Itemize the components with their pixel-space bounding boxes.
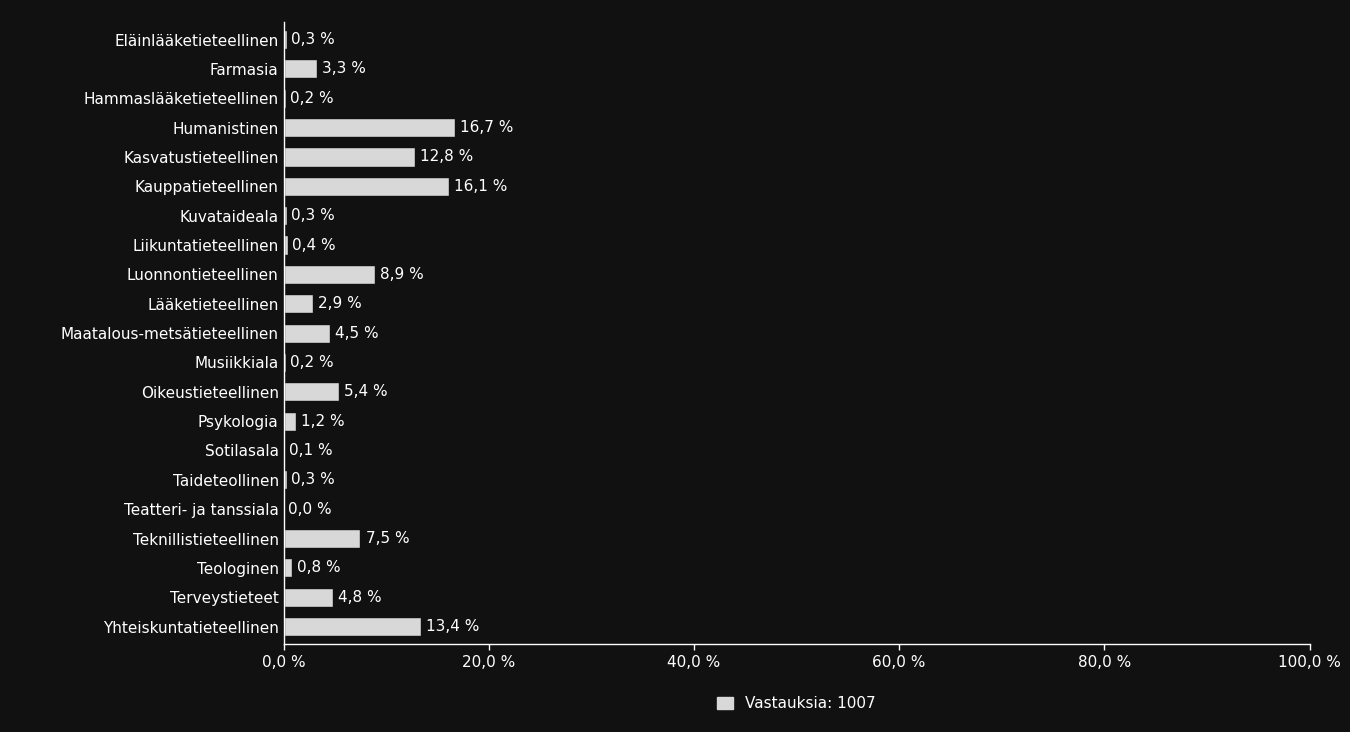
Text: 3,3 %: 3,3 % (323, 61, 366, 76)
Text: 5,4 %: 5,4 % (344, 384, 387, 399)
Text: 0,0 %: 0,0 % (288, 501, 331, 517)
Text: 0,1 %: 0,1 % (289, 443, 332, 458)
Bar (284, 353, 286, 372)
Bar (284, 324, 329, 343)
Text: 16,7 %: 16,7 % (460, 120, 513, 135)
Bar (284, 617, 421, 636)
Text: 0,3 %: 0,3 % (290, 208, 335, 223)
Bar (284, 89, 286, 108)
Bar (284, 588, 332, 607)
Text: 0,2 %: 0,2 % (290, 91, 333, 105)
Bar (284, 59, 317, 78)
Text: 4,8 %: 4,8 % (338, 590, 382, 605)
Text: 8,9 %: 8,9 % (379, 267, 424, 282)
Text: 0,3 %: 0,3 % (290, 32, 335, 47)
Bar (284, 265, 375, 284)
Legend: Vastauksia: 1007: Vastauksia: 1007 (717, 696, 876, 712)
Text: 0,3 %: 0,3 % (290, 472, 335, 488)
Text: 1,2 %: 1,2 % (301, 414, 344, 429)
Bar (284, 382, 339, 401)
Bar (284, 206, 286, 225)
Text: 12,8 %: 12,8 % (420, 149, 474, 165)
Bar (284, 118, 455, 137)
Text: 0,8 %: 0,8 % (297, 561, 340, 575)
Text: 0,4 %: 0,4 % (292, 237, 335, 253)
Bar (284, 176, 448, 196)
Text: 4,5 %: 4,5 % (335, 326, 378, 340)
Bar (284, 559, 292, 578)
Text: 7,5 %: 7,5 % (366, 531, 409, 546)
Text: 16,1 %: 16,1 % (454, 179, 508, 194)
Text: 2,9 %: 2,9 % (319, 296, 362, 311)
Text: 13,4 %: 13,4 % (427, 619, 479, 634)
Bar (284, 30, 286, 49)
Bar (284, 147, 414, 166)
Bar (284, 236, 288, 255)
Bar (284, 411, 296, 430)
Bar (284, 470, 286, 490)
Bar (284, 529, 360, 548)
Text: 0,2 %: 0,2 % (290, 355, 333, 370)
Bar (284, 294, 313, 313)
